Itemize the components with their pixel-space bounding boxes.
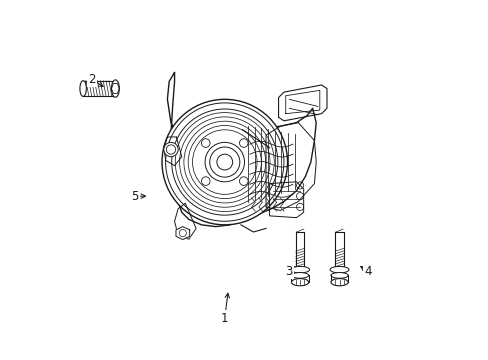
Polygon shape [176,226,189,239]
FancyBboxPatch shape [295,232,304,279]
Ellipse shape [330,279,347,286]
Ellipse shape [330,273,347,278]
Text: 1: 1 [221,311,228,325]
Text: 4: 4 [364,265,371,278]
Text: 3: 3 [285,265,292,278]
Circle shape [162,99,287,225]
Ellipse shape [111,80,119,97]
Circle shape [163,142,178,157]
Ellipse shape [290,266,309,273]
Polygon shape [278,85,326,121]
Ellipse shape [291,273,308,278]
Text: 5: 5 [131,190,139,203]
Ellipse shape [291,279,308,286]
Text: 2: 2 [88,73,96,86]
Polygon shape [167,72,316,226]
Ellipse shape [329,266,348,273]
Ellipse shape [80,81,86,96]
Polygon shape [174,203,196,239]
Circle shape [204,142,244,182]
Polygon shape [163,137,182,166]
Polygon shape [269,182,303,218]
FancyBboxPatch shape [335,232,343,279]
